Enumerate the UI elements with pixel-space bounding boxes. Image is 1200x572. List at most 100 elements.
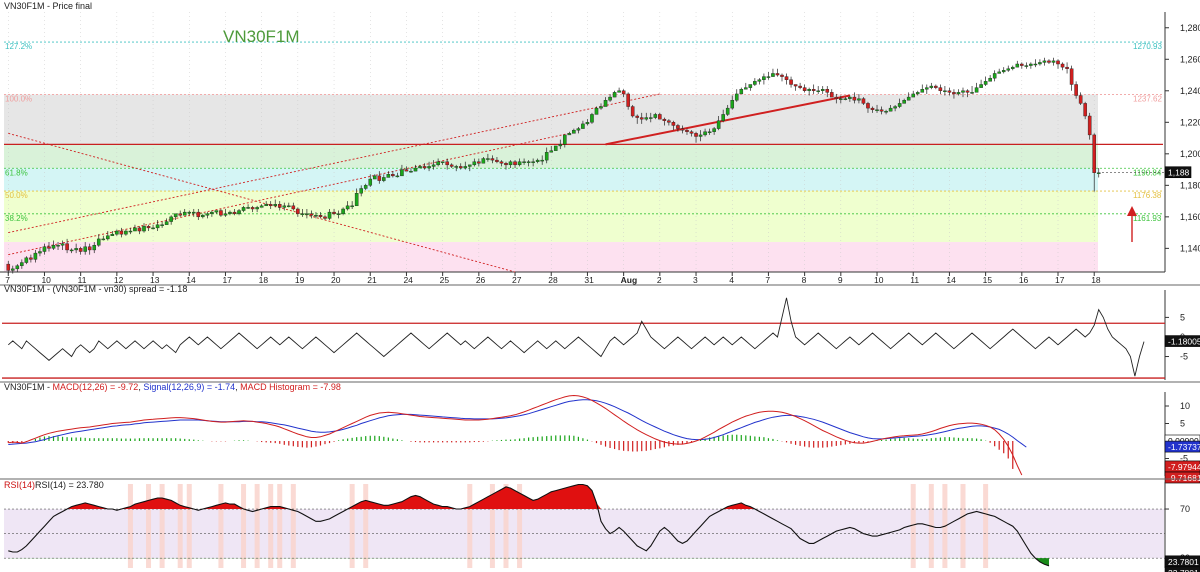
candle-body xyxy=(24,257,29,263)
x-tick-label: 20 xyxy=(331,275,341,285)
rsi-last-value-tag: 23.7801 xyxy=(1168,557,1199,567)
candle-body xyxy=(277,204,282,208)
candle-body xyxy=(300,213,305,215)
candle-body xyxy=(857,98,861,101)
candle-body xyxy=(567,133,572,136)
candle-body xyxy=(237,210,241,214)
candle-body xyxy=(142,226,146,232)
candle-body xyxy=(1038,62,1042,65)
candle-body xyxy=(888,107,893,112)
spread-last-value-tag: -1.18005 xyxy=(1168,337,1200,347)
candle-body xyxy=(992,73,997,79)
rsi-overbought-marker xyxy=(186,484,192,568)
candle-body xyxy=(974,87,979,93)
candle-body xyxy=(273,204,278,207)
candle-body xyxy=(608,96,612,101)
candle-body xyxy=(811,89,816,91)
candle-body xyxy=(1074,84,1078,96)
price-y-tick-label: 1,280 xyxy=(1180,23,1200,33)
rsi-overbought-marker xyxy=(159,484,165,568)
candle-body xyxy=(716,120,721,129)
candle-body xyxy=(486,158,490,160)
candle-body xyxy=(173,213,178,218)
rsi-line xyxy=(8,483,1050,567)
candle-body xyxy=(259,205,264,208)
rsi-overbought-marker xyxy=(349,484,355,568)
rsi-overbought-fill xyxy=(8,484,1049,510)
candle-body xyxy=(535,159,540,162)
macd-header-part: Signal(12,26,9) = -1.74 xyxy=(143,382,235,392)
x-tick-label: 2 xyxy=(657,275,662,285)
candle-body xyxy=(436,161,440,166)
candle-body xyxy=(1060,63,1065,68)
x-tick-label: 15 xyxy=(983,275,993,285)
candle-body xyxy=(829,92,834,98)
candle-body xyxy=(345,205,350,210)
price-y-tick-label: 1,160 xyxy=(1180,212,1200,222)
candle-body xyxy=(504,163,508,166)
fibonacci-zone xyxy=(4,168,1098,192)
rsi-overbought-marker xyxy=(363,484,369,568)
candle-body xyxy=(264,204,268,207)
candle-body xyxy=(979,84,983,88)
candle-body xyxy=(119,230,124,235)
x-tick-label: 11 xyxy=(78,275,87,285)
candle-body xyxy=(820,89,825,91)
candle-body xyxy=(676,125,680,129)
candle-body xyxy=(544,152,549,161)
rsi-overbought-marker xyxy=(177,484,183,568)
candle-body xyxy=(268,204,273,207)
candle-body xyxy=(124,230,128,235)
candle-body xyxy=(463,166,468,169)
candle-body xyxy=(617,90,621,93)
candle-body xyxy=(929,85,934,88)
candle-body xyxy=(1006,68,1011,71)
x-tick-label: 19 xyxy=(295,275,305,285)
candle-body xyxy=(128,230,133,233)
candle-body xyxy=(427,166,431,169)
candle-body xyxy=(902,100,906,104)
macd-header-part: MACD(12,26) = -9.72 xyxy=(53,382,139,392)
candle-body xyxy=(644,117,649,120)
fibonacci-level-value: 1270.93 xyxy=(1133,42,1162,51)
candle-body xyxy=(282,205,287,208)
candle-body xyxy=(526,161,531,163)
candle-body xyxy=(56,245,60,247)
candle-body xyxy=(83,246,87,252)
rsi-overbought-marker xyxy=(277,484,283,568)
candle-body xyxy=(698,134,703,137)
fibonacci-level-name: 127.2% xyxy=(5,42,32,51)
candle-body xyxy=(440,161,445,163)
x-tick-label: 28 xyxy=(548,275,558,285)
candle-body xyxy=(490,158,495,161)
candle-body xyxy=(395,175,400,178)
candle-body xyxy=(96,238,101,246)
candle-body xyxy=(228,211,232,214)
candle-body xyxy=(205,213,210,216)
rsi-overbought-marker xyxy=(254,484,260,568)
candle-body xyxy=(839,98,843,100)
candle-body xyxy=(291,205,296,210)
rsi-overbought-marker xyxy=(290,484,296,568)
candle-body xyxy=(753,81,757,85)
candle-body xyxy=(1042,60,1047,63)
candle-body xyxy=(947,90,952,93)
candle-body xyxy=(961,90,965,93)
x-tick-label: 12 xyxy=(114,275,124,285)
candle-body xyxy=(925,87,929,90)
candle-body xyxy=(861,98,866,104)
candle-body xyxy=(1069,68,1074,85)
candle-body xyxy=(572,129,576,134)
candle-body xyxy=(246,207,250,209)
candle-body xyxy=(101,238,106,241)
candle-body xyxy=(29,257,33,260)
candle-body xyxy=(635,115,639,118)
rsi-overbought-marker xyxy=(960,484,966,568)
candle-body xyxy=(214,210,219,213)
candle-body xyxy=(1029,63,1033,66)
candle-body xyxy=(915,92,920,95)
channel-trendline xyxy=(8,132,516,273)
candle-body xyxy=(517,161,522,166)
candle-body xyxy=(1065,66,1069,69)
candle-body xyxy=(906,96,911,101)
